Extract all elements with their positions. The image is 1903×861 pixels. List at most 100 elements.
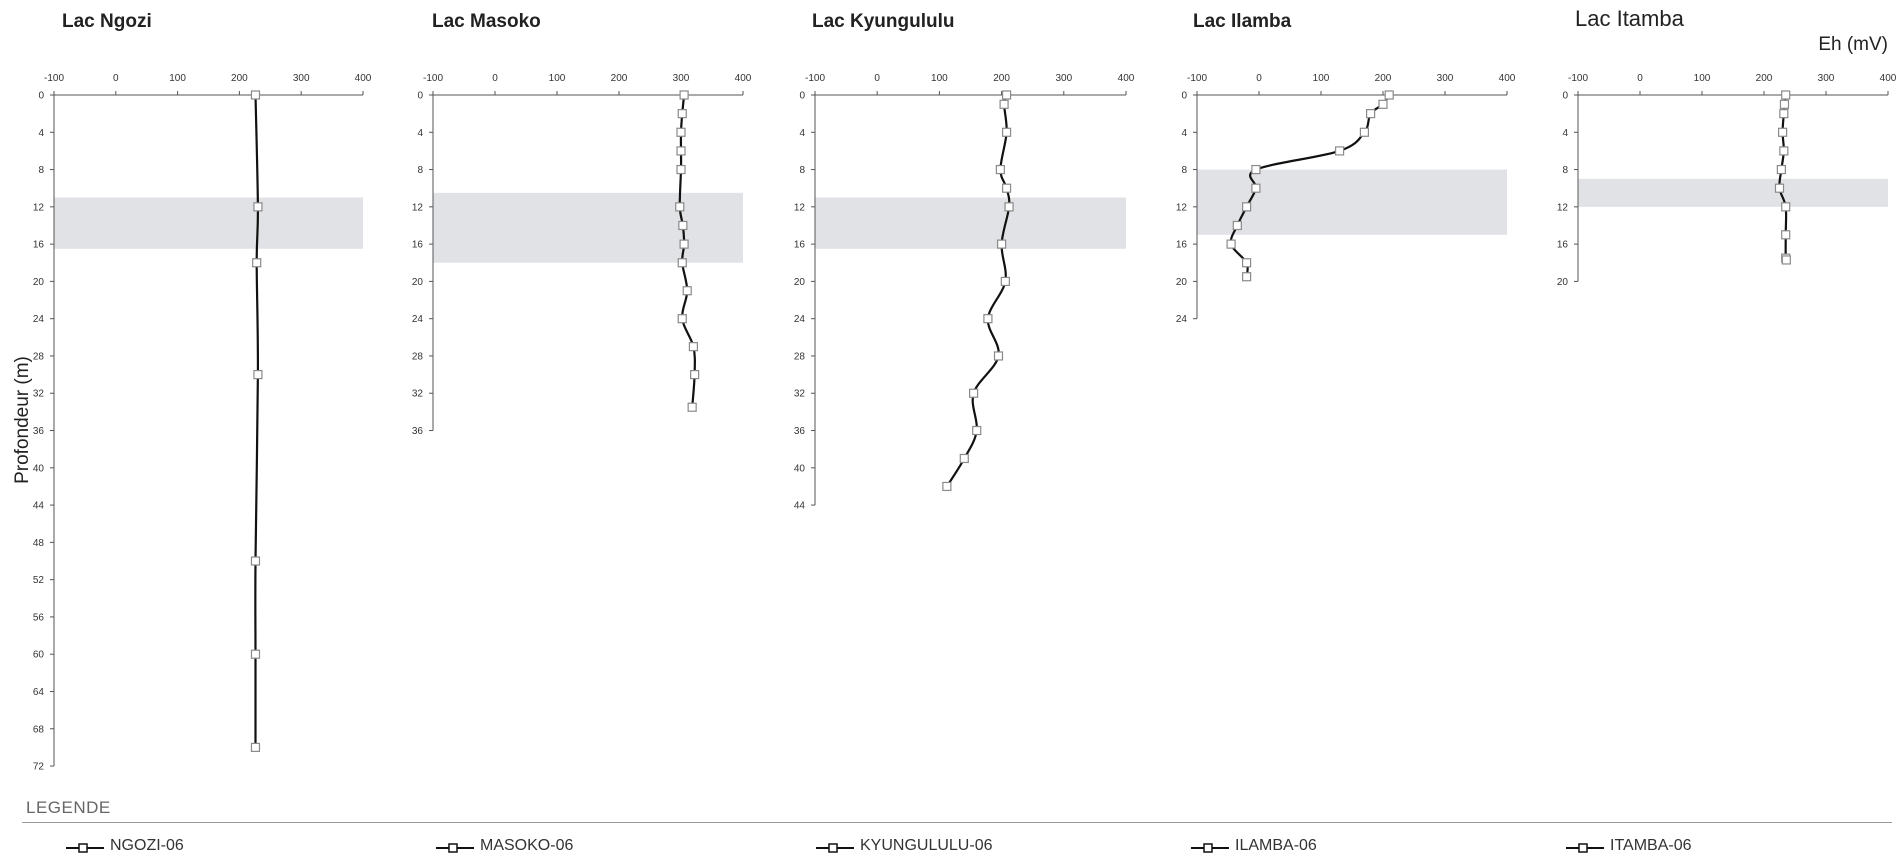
legend-label: ILAMBA-06 [1235,837,1317,854]
y-tick-label: 44 [794,501,806,512]
x-tick-label: 100 [931,73,948,84]
y-tick-label: 64 [33,687,45,698]
x-tick-label: -100 [805,73,825,84]
x-tick-label: 100 [169,73,186,84]
data-point [959,453,969,464]
y-tick-label: 20 [1557,277,1569,288]
y-tick-label: 44 [33,501,45,512]
data-point [1781,202,1791,212]
y-tick-label: 0 [38,91,44,102]
data-point [969,388,979,398]
legend-line-marker-icon [436,843,474,853]
x-tick-label: 100 [549,73,566,84]
x-tick-label: 200 [993,73,1010,84]
data-point [1251,164,1261,175]
y-tick-label: 60 [33,650,45,661]
y-tick-label: 32 [412,389,424,400]
y-tick-label: 12 [794,202,806,213]
data-point [993,351,1004,361]
y-tick-label: 0 [1181,91,1187,102]
data-point [1334,146,1345,156]
data-point [690,370,700,380]
y-tick-label: 20 [412,277,424,288]
y-tick-label: 0 [1562,91,1568,102]
y-tick-label: 8 [1562,165,1568,176]
y-tick-label: 20 [1176,277,1188,288]
data-point [1384,90,1394,100]
x-tick-label: -100 [1568,73,1588,84]
data-point [1776,164,1786,175]
data-point [1779,109,1789,119]
legend-label: KYUNGULULU-06 [860,837,993,854]
data-point [1000,276,1010,286]
x-tick-label: 200 [611,73,628,84]
data-point [1781,230,1791,240]
y-axis-label: Profondeur (m) [12,356,33,484]
data-point [1779,146,1789,156]
y-tick-label: 52 [33,575,45,586]
data-point [678,220,688,231]
data-point [942,481,952,492]
profile-panel: Lac Ngozi-100 0 100 200 300 40004812162024283… [33,11,372,773]
y-tick-label: 24 [33,314,45,325]
legend-label: ITAMBA-06 [1610,837,1692,854]
panel-title: Lac Ngozi [62,11,152,32]
data-point [682,286,692,296]
data-point [972,425,982,436]
data-point [1232,220,1242,231]
x-tick-label: 0 [492,73,498,84]
y-tick-label: 56 [33,612,45,623]
legend-line-marker-icon [816,843,854,853]
data-point [983,314,993,324]
x-tick-label: 400 [1499,73,1516,84]
x-tick-label: 0 [1637,73,1643,84]
x-tick-label: -100 [423,73,443,84]
data-point [253,202,263,212]
panel-title: Lac Itamba [1575,6,1685,31]
y-tick-label: 16 [1176,240,1188,251]
x-tick-label: 300 [1818,73,1835,84]
data-point [1241,258,1252,268]
x-tick-label: 400 [1118,73,1135,84]
shaded-band [1578,178,1888,207]
y-tick-label: 16 [412,240,424,251]
x-tick-label: 300 [673,73,690,84]
data-point [676,146,686,156]
data-point [688,342,699,352]
y-tick-label: 12 [1557,202,1569,213]
data-point [675,202,685,212]
data-point [1001,183,1012,193]
shaded-band [1197,169,1507,235]
profile-panels: Lac Ngozi-100 0 100 200 300 40004812162024283… [33,6,1897,773]
y-tick-label: 8 [799,165,805,176]
y-tick-label: 0 [417,91,423,102]
legend-item-masoko: MASOKO-06 [432,834,573,858]
shaded-band [815,197,1126,249]
y-tick-label: 20 [33,277,45,288]
data-point [250,649,261,659]
data-point [1774,183,1785,193]
profile-panel: Lac Masoko-100 0 100 200 300 4000481216202428… [412,11,752,437]
y-tick-label: 28 [33,351,45,362]
y-tick-label: 12 [33,202,45,213]
shaded-band [433,192,743,263]
x-tick-label: 0 [113,73,119,84]
y-tick-label: 68 [33,724,45,735]
x-tick-label: -100 [1187,73,1207,84]
y-tick-label: 4 [1562,128,1568,139]
x-tick-label: 400 [355,73,372,84]
x-tick-label: 200 [1756,73,1773,84]
y-tick-label: 16 [33,240,45,251]
unit-label: Eh (mV) [1818,34,1888,55]
y-tick-label: 8 [1181,165,1187,176]
data-point [995,164,1005,175]
y-tick-label: 8 [417,165,423,176]
y-tick-label: 28 [794,351,806,362]
y-tick-label: 12 [1176,202,1188,213]
panel-title: Lac Masoko [432,11,541,32]
legend-line-marker-icon [1566,843,1604,853]
data-point [679,90,689,100]
data-point [250,742,261,753]
data-point [677,109,687,119]
